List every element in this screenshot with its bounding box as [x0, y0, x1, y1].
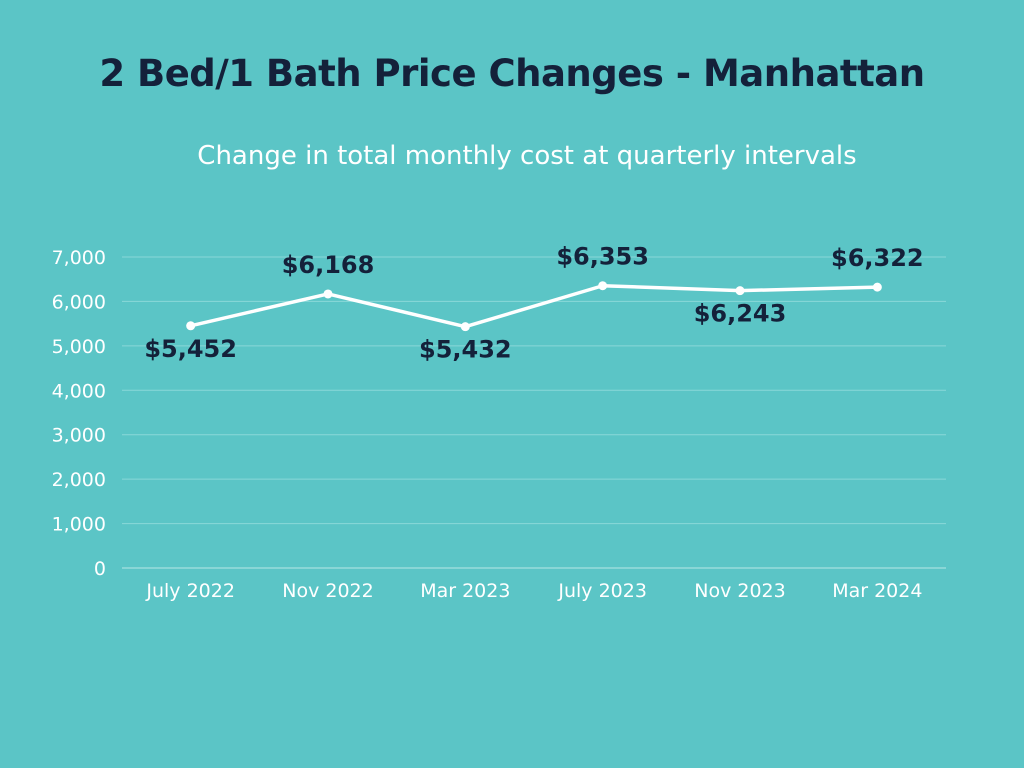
- y-tick-label: 7,000: [52, 247, 106, 269]
- data-point: [323, 289, 333, 299]
- x-tick-label: July 2022: [145, 580, 235, 602]
- series-line: [188, 283, 880, 329]
- y-tick-label: 6,000: [52, 291, 106, 313]
- y-tick-label: 0: [94, 558, 106, 580]
- data-point: [735, 286, 745, 296]
- data-label: $5,432: [419, 336, 512, 364]
- chart-subtitle: Change in total monthly cost at quarterl…: [197, 141, 857, 171]
- y-tick-label: 3,000: [52, 425, 106, 447]
- data-point: [186, 321, 196, 331]
- x-tick-label: Nov 2022: [282, 580, 373, 602]
- data-label: $5,452: [144, 335, 237, 363]
- x-tick-label: Mar 2023: [420, 580, 510, 602]
- y-tick-label: 2,000: [52, 469, 106, 491]
- data-label: $6,322: [831, 244, 924, 272]
- data-label: $6,353: [556, 243, 649, 271]
- data-label: $6,168: [282, 251, 375, 279]
- y-tick-label: 1,000: [52, 514, 106, 536]
- data-label: $6,243: [694, 300, 787, 328]
- data-point: [598, 281, 608, 291]
- x-tick-label: Nov 2023: [694, 580, 785, 602]
- data-point: [460, 322, 470, 332]
- y-tick-label: 5,000: [52, 336, 106, 358]
- x-tick-label: July 2023: [557, 580, 647, 602]
- chart-title: 2 Bed/1 Bath Price Changes - Manhattan: [99, 52, 925, 95]
- y-tick-label: 4,000: [52, 380, 106, 402]
- data-point: [872, 282, 882, 292]
- x-tick-label: Mar 2024: [832, 580, 922, 602]
